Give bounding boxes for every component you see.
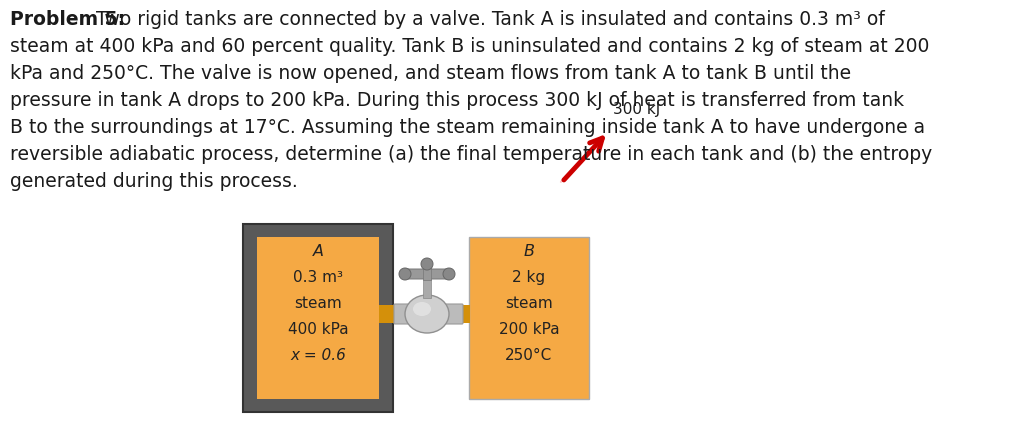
Text: steam: steam	[294, 296, 342, 311]
Text: Problem 5:: Problem 5:	[10, 10, 125, 29]
Text: generated during this process.: generated during this process.	[10, 172, 298, 191]
Bar	[243, 224, 393, 412]
Text: A: A	[312, 244, 324, 259]
Text: B: B	[523, 244, 535, 259]
Bar	[469, 237, 589, 399]
Text: B to the surroundings at 17°C. Assuming the steam remaining inside tank A to hav: B to the surroundings at 17°C. Assuming …	[10, 118, 925, 137]
Text: 400 kPa: 400 kPa	[288, 322, 348, 337]
Text: 200 kPa: 200 kPa	[499, 322, 559, 337]
Text: 2 kg: 2 kg	[512, 270, 546, 285]
Text: kPa and 250°C. The valve is now opened, and steam flows from tank A to tank B un: kPa and 250°C. The valve is now opened, …	[10, 64, 851, 83]
Ellipse shape	[413, 302, 431, 316]
Text: Two rigid tanks are connected by a valve. Tank A is insulated and contains 0.3 m: Two rigid tanks are connected by a valve…	[90, 10, 885, 29]
Bar	[257, 237, 379, 399]
Text: 0.3 m³: 0.3 m³	[293, 270, 343, 285]
Circle shape	[421, 258, 433, 270]
FancyBboxPatch shape	[404, 269, 450, 279]
Text: 250°C: 250°C	[506, 348, 553, 363]
Text: x = 0.6: x = 0.6	[290, 348, 346, 363]
Bar	[454, 305, 470, 323]
Text: pressure in tank A drops to 200 kPa. During this process 300 kJ of heat is trans: pressure in tank A drops to 200 kPa. Dur…	[10, 91, 904, 110]
FancyBboxPatch shape	[394, 304, 418, 324]
Text: 300 kJ: 300 kJ	[613, 102, 660, 117]
Text: steam: steam	[505, 296, 553, 311]
FancyBboxPatch shape	[439, 304, 463, 324]
Bar	[423, 276, 431, 298]
Bar	[379, 305, 434, 323]
Bar	[423, 266, 431, 280]
Circle shape	[443, 268, 455, 280]
Ellipse shape	[406, 295, 449, 333]
Circle shape	[399, 268, 411, 280]
Text: reversible adiabatic process, determine (a) the final temperature in each tank a: reversible adiabatic process, determine …	[10, 145, 932, 164]
Text: steam at 400 kPa and 60 percent quality. Tank B is uninsulated and contains 2 kg: steam at 400 kPa and 60 percent quality.…	[10, 37, 930, 56]
